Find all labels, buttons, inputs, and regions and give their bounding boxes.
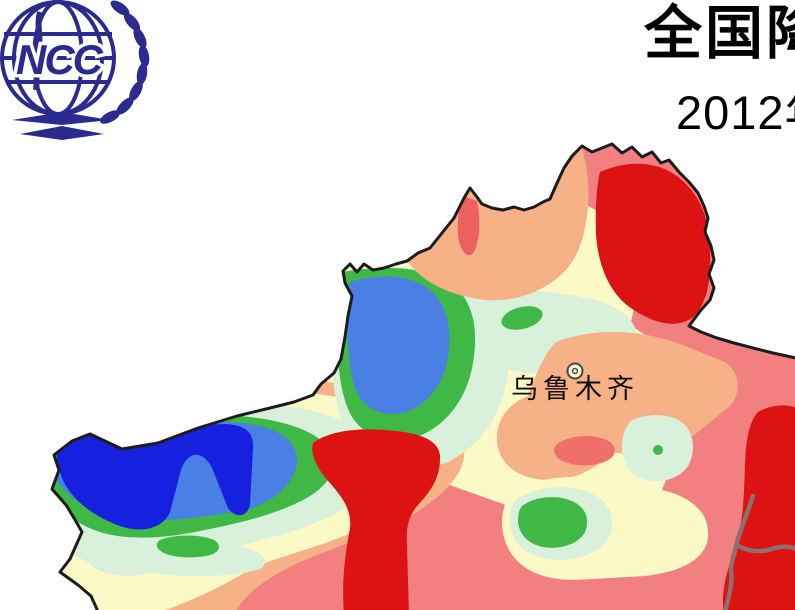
map-region-green-dot: [653, 445, 663, 455]
logo-torch-icon: [33, 11, 43, 91]
map-region-red-northeast: [595, 163, 711, 324]
logo-latitude-lines: [2, 32, 114, 84]
map-region-deepblue-west: [56, 424, 254, 530]
map-title: 全国降: [644, 1, 795, 66]
double-circle-city-marker-inner: [571, 367, 579, 375]
map-region-green-core: [518, 497, 588, 548]
map-subtitle-date: 2012年: [676, 86, 795, 139]
map-region-red-south: [312, 429, 441, 610]
map-region-coral-blob: [554, 436, 615, 466]
logo-ncc-text: NCC: [16, 36, 104, 83]
double-circle-city-marker: [566, 362, 584, 380]
contour-fill-regions: [52, 144, 795, 610]
ncc-logo: NCC: [0, 0, 150, 140]
city-urumqi: 乌鲁木齐: [511, 362, 639, 404]
map-region-blue-wedge: [347, 276, 450, 414]
national-border-line: [50, 142, 795, 610]
map-region-mint-band: [116, 539, 265, 577]
city-label: 乌鲁木齐: [511, 374, 639, 404]
map-region-rose-peak: [457, 196, 480, 256]
map-region-red-southeast: [722, 405, 795, 610]
province-border-line: [722, 493, 795, 610]
map-region-green-ellipse: [501, 306, 543, 330]
map-region-salmon-top: [408, 148, 589, 301]
map-region-green-blob: [156, 535, 219, 558]
logo-laurel-wreath-icon: [12, 0, 150, 140]
